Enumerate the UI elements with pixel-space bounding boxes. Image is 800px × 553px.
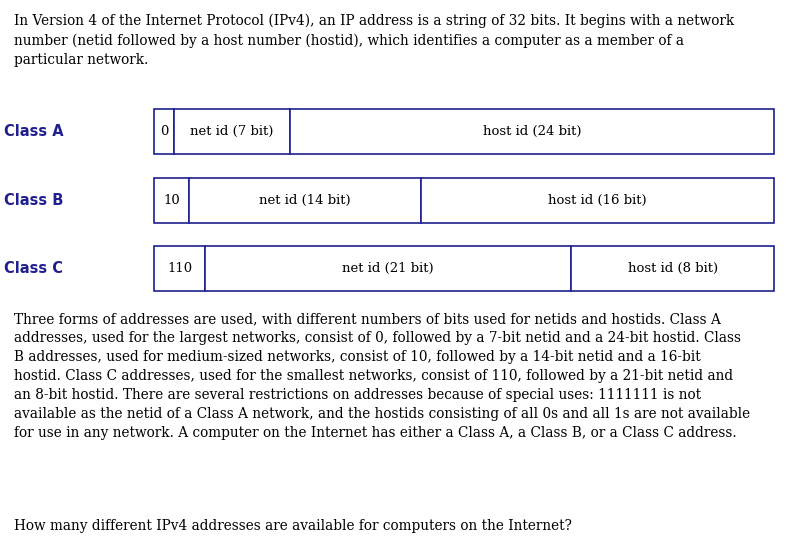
Text: Three forms of addresses are used, with different numbers of bits used for netid: Three forms of addresses are used, with … [14,312,750,440]
Text: net id (14 bit): net id (14 bit) [259,194,350,207]
Text: host id (8 bit): host id (8 bit) [628,262,718,275]
Bar [174,109,290,154]
Bar [421,178,774,223]
Bar [290,109,774,154]
Text: host id (16 bit): host id (16 bit) [548,194,647,207]
Text: In Version 4 of the Internet Protocol (IPv4), an IP address is a string of 32 bi: In Version 4 of the Internet Protocol (I… [14,14,734,67]
Text: net id (7 bit): net id (7 bit) [190,125,274,138]
Bar [571,246,774,291]
Bar [206,246,571,291]
Text: Class B: Class B [4,192,63,208]
Bar [154,109,174,154]
Text: Class C: Class C [4,260,63,276]
Bar [154,178,189,223]
Bar [154,246,206,291]
Text: 110: 110 [167,262,192,275]
Text: 0: 0 [160,125,168,138]
Text: How many different IPv4 addresses are available for computers on the Internet?: How many different IPv4 addresses are av… [14,519,572,533]
Text: Class A: Class A [4,124,64,139]
Text: 10: 10 [163,194,180,207]
Bar [189,178,421,223]
Text: host id (24 bit): host id (24 bit) [483,125,582,138]
Text: net id (21 bit): net id (21 bit) [342,262,434,275]
